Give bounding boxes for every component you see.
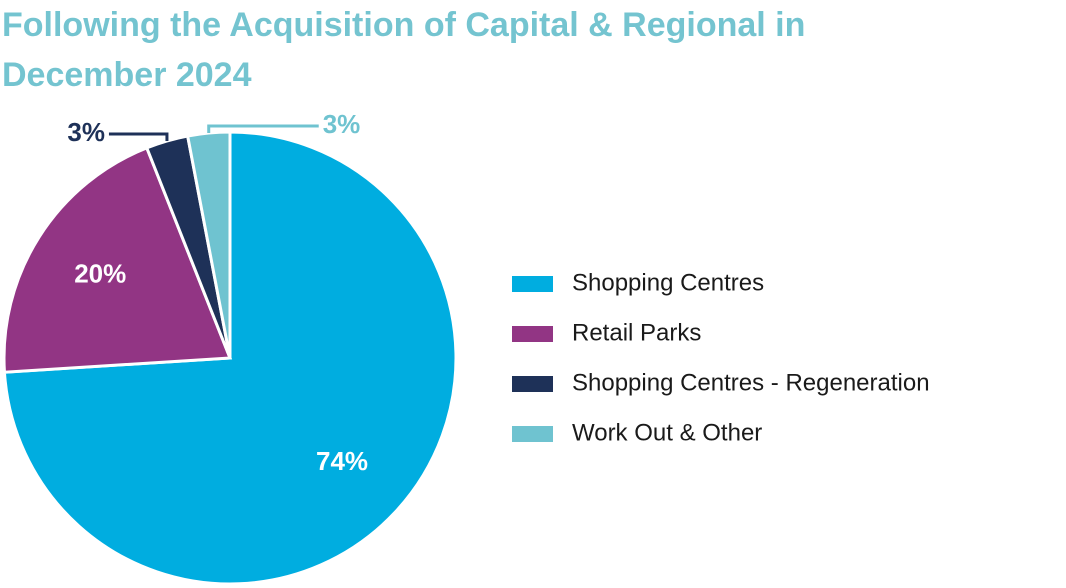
legend-label: Shopping Centres [572,269,764,296]
legend-swatch [512,426,553,442]
legend-swatch [512,326,553,342]
slice-label: 74% [316,446,368,476]
legend-swatch [512,276,553,292]
legend-label: Shopping Centres - Regeneration [572,369,930,396]
slice-label: 20% [74,259,126,289]
legend-swatch [512,376,553,392]
slice-label: 3% [67,117,105,147]
pie-slice [2,145,233,374]
leader-line [108,132,169,141]
legend-label: Work Out & Other [572,419,762,446]
legend-label: Retail Parks [572,319,701,346]
slice-label: 3% [323,109,361,139]
leader-line [207,124,319,134]
chart-title: Following the Acquisition of Capital & R… [2,6,806,94]
